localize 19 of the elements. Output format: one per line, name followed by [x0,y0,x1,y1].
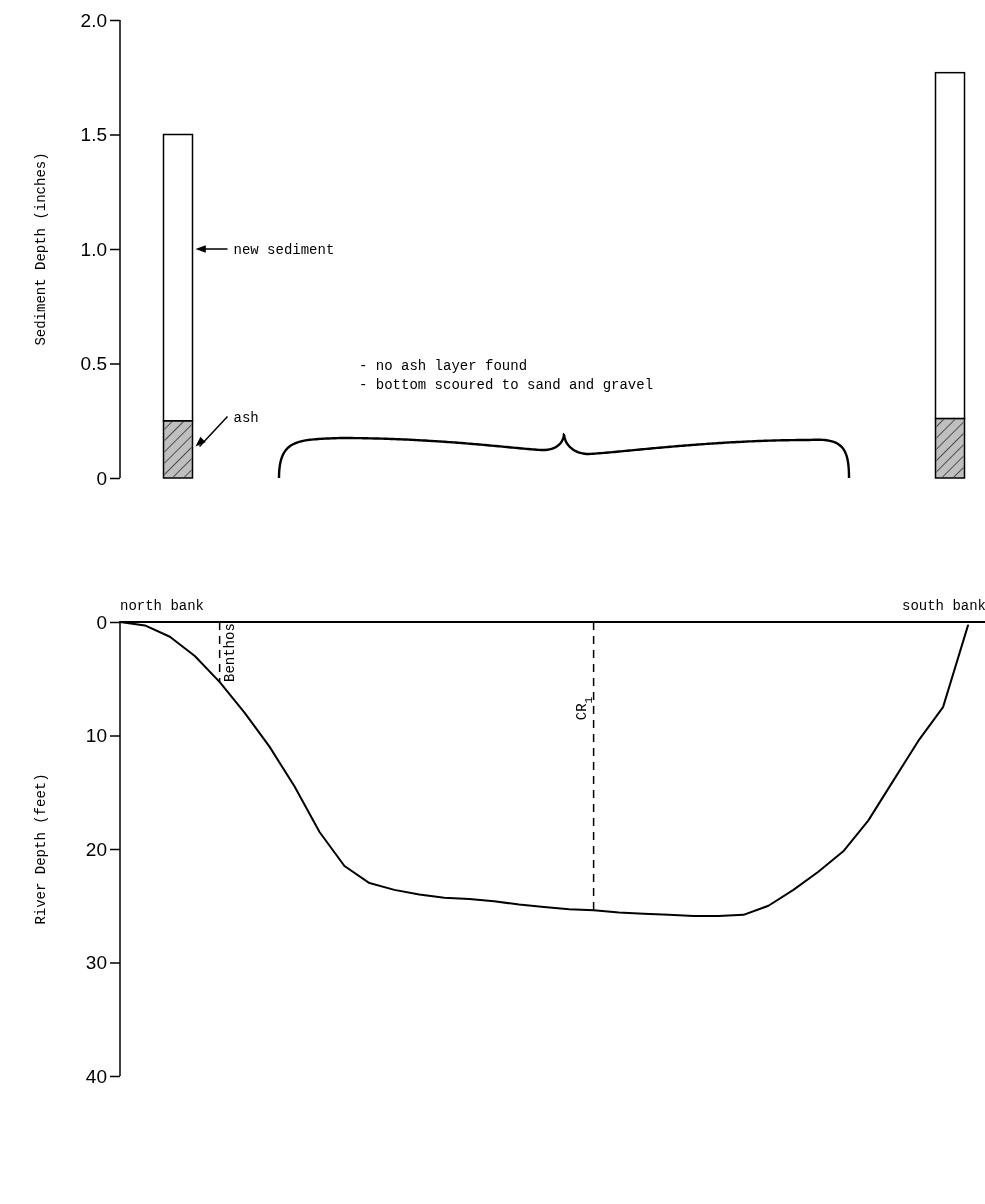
y-tick-label: 20 [85,838,107,860]
text: ash [233,409,259,426]
y-axis-title: Sediment Depth (inches) [33,152,49,346]
text: south bank [901,598,985,614]
legend-label: new sediment [233,242,335,258]
y-tick-label: 40 [85,1065,107,1087]
y-tick-label: 0 [96,611,107,633]
y-tick-label: 10 [85,725,107,747]
annotation: Benthos [221,623,238,683]
y-tick-label: 1.5 [80,124,107,146]
y-tick-label: 2.0 [80,9,107,31]
text: north bank [120,598,205,614]
y-axis-title: River Depth (feet) [33,773,49,925]
annotation: - bottom scoured to sand and gravel [359,377,654,393]
y-tick-label: 30 [85,952,107,974]
y-tick-label: 0 [96,467,107,489]
y-tick-label: 0.5 [80,353,107,375]
y-tick-label: 1.0 [80,238,107,260]
annotation: - no ash layer found [359,358,528,374]
